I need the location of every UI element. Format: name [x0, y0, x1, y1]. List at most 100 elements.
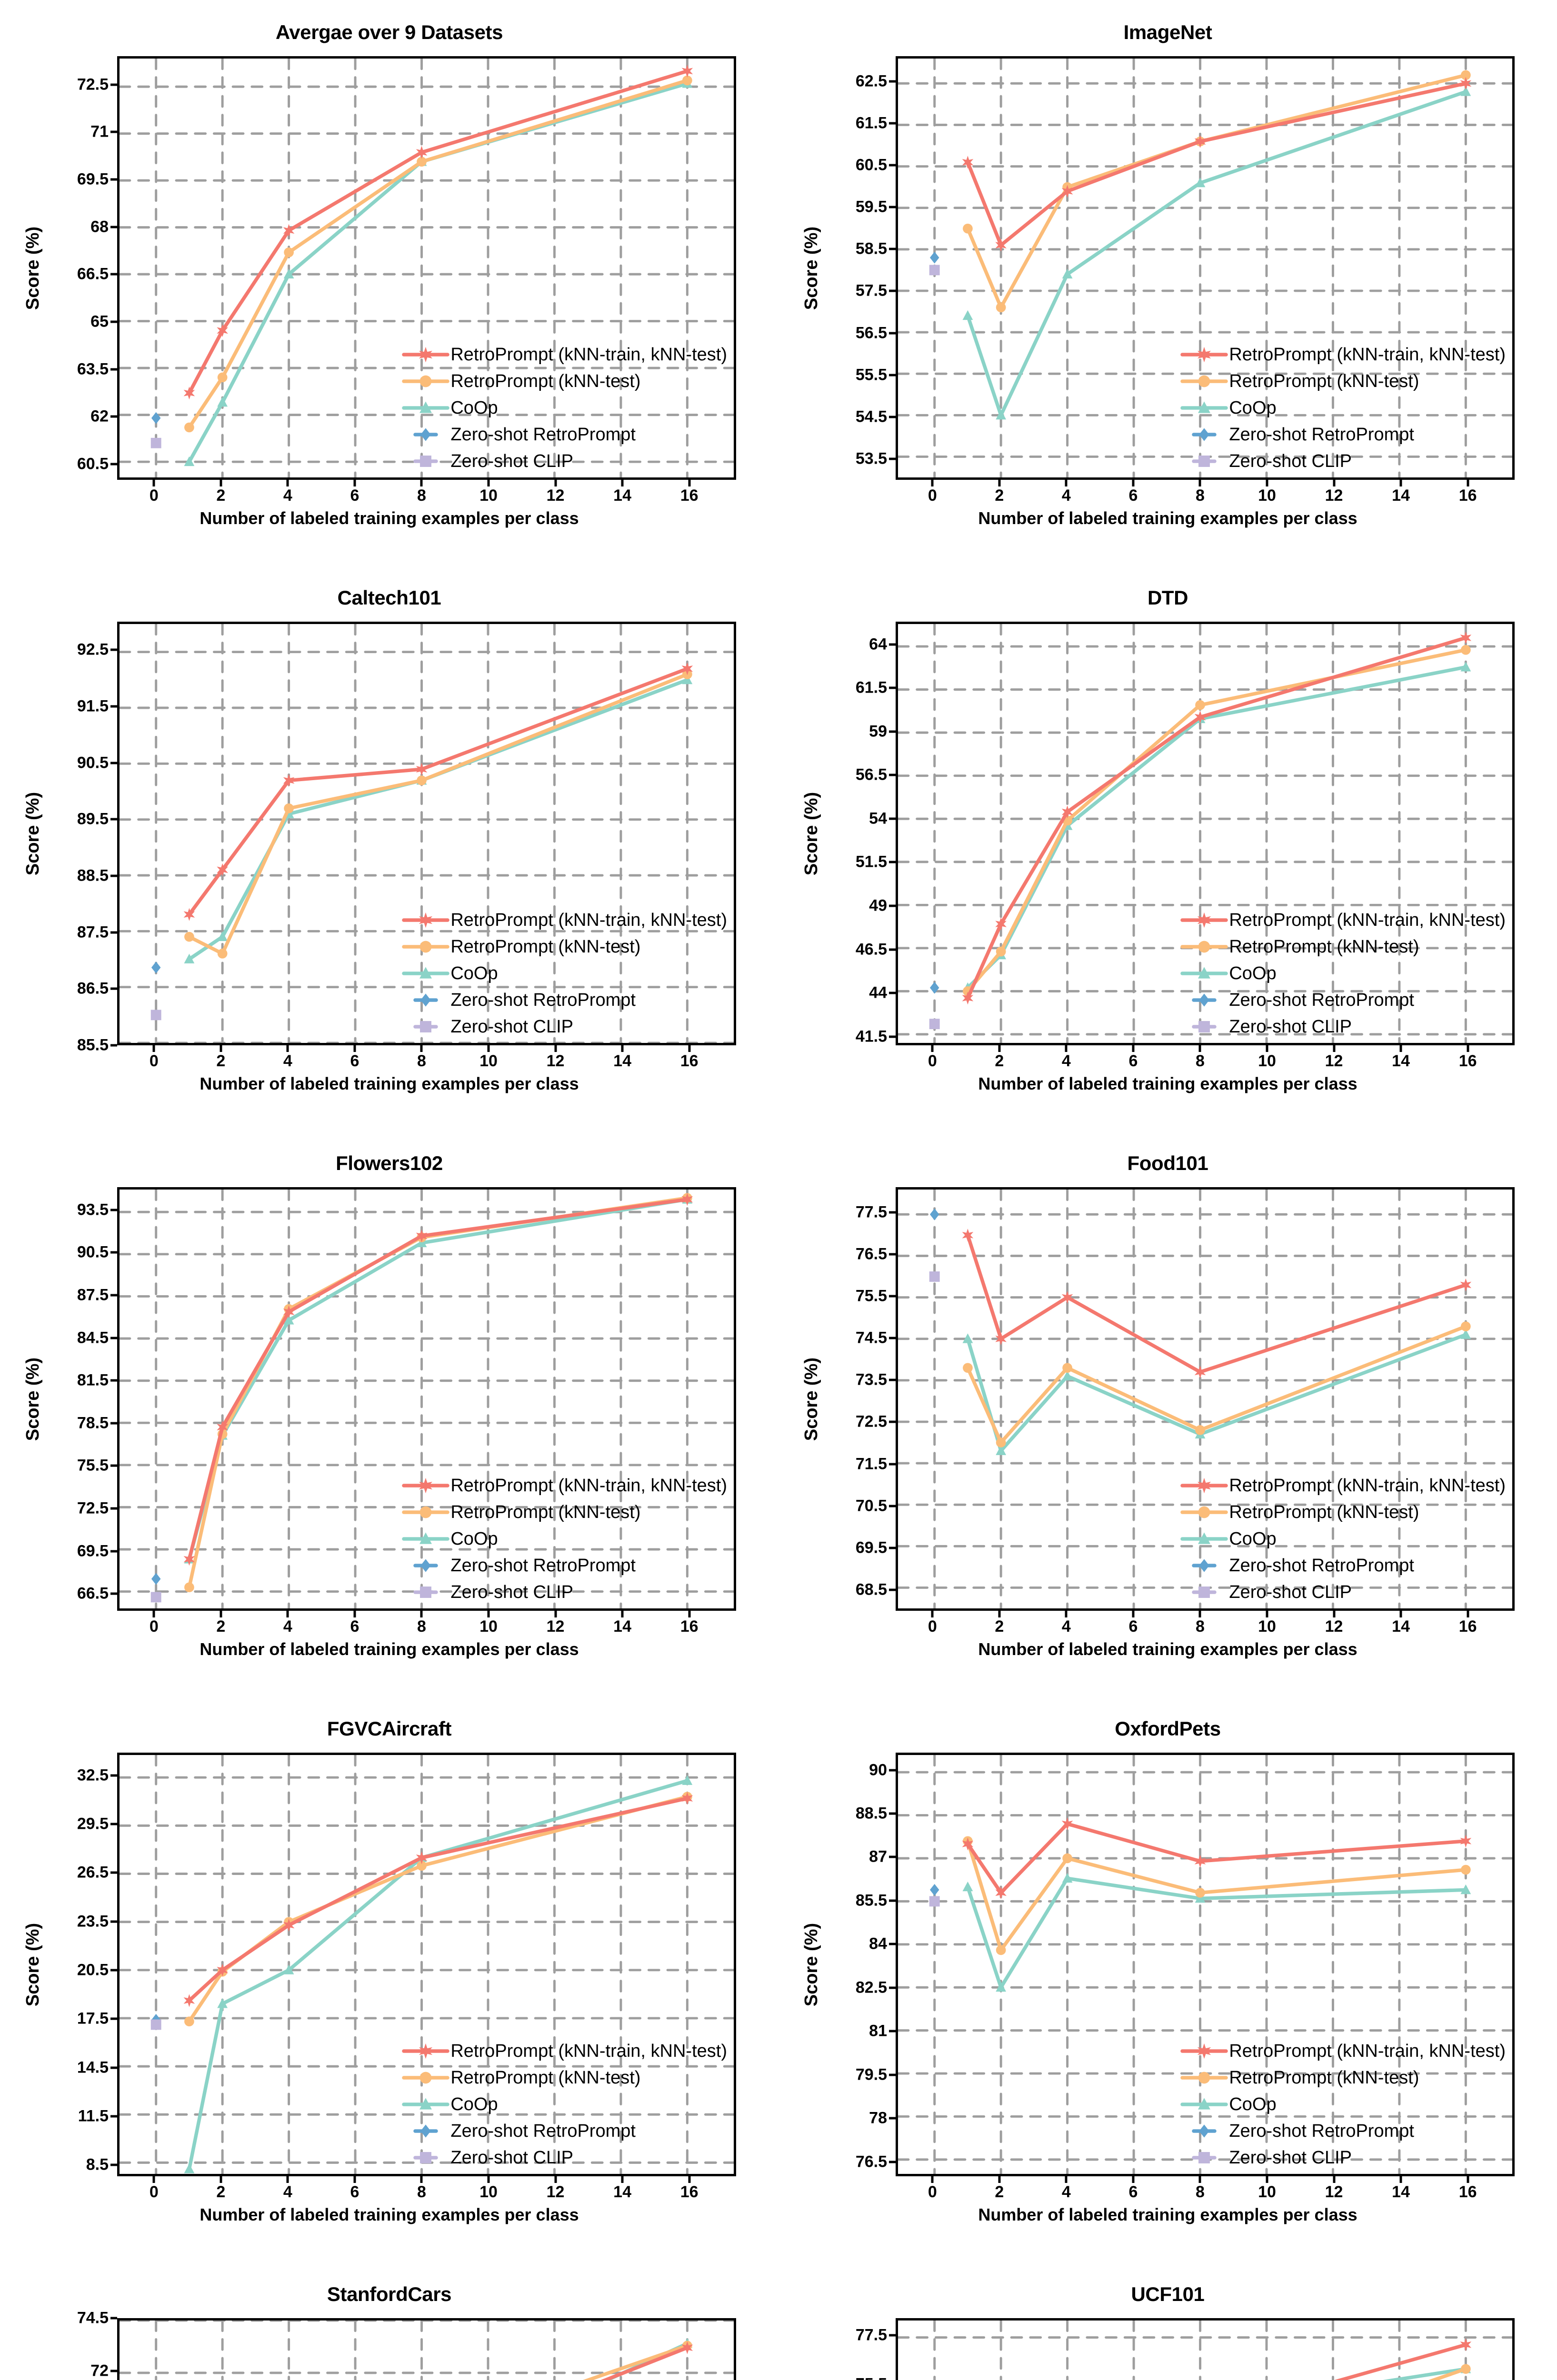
x-tick-label: 4 — [283, 2183, 292, 2201]
chart-svg — [120, 624, 734, 1043]
legend-item[interactable]: RetroPrompt (kNN-train, kNN-test) — [1179, 341, 1506, 368]
y-tick-label: 46.5 — [855, 940, 887, 959]
legend-item-label: Zero-shot RetroPrompt — [1229, 2121, 1414, 2141]
x-tick-mark — [1467, 1611, 1469, 1617]
y-tick-mark — [889, 248, 896, 250]
legend-item[interactable]: CoOp — [401, 1526, 727, 1552]
y-tick-label: 63.5 — [77, 360, 109, 378]
y-tick-label: 26.5 — [77, 1863, 109, 1882]
legend-item[interactable]: RetroPrompt (kNN-test) — [1179, 368, 1506, 395]
legend-item[interactable]: CoOp — [1179, 395, 1506, 421]
chart-svg — [898, 1755, 1512, 2174]
x-tick-mark — [1132, 480, 1135, 486]
chart-svg — [898, 1190, 1512, 1608]
legend-item[interactable]: RetroPrompt (kNN-train, kNN-test) — [1179, 2038, 1506, 2064]
legend-item[interactable]: RetroPrompt (kNN-train, kNN-test) — [401, 2038, 727, 2064]
legend-item[interactable]: Zero-shot RetroPrompt — [1179, 2118, 1506, 2144]
legend-item-label: RetroPrompt (kNN-test) — [1229, 371, 1419, 391]
legend-item[interactable]: CoOp — [1179, 2091, 1506, 2118]
legend-item[interactable]: Zero-shot RetroPrompt — [1179, 1552, 1506, 1579]
x-tick-label: 14 — [613, 1052, 631, 1070]
legend-item[interactable]: CoOp — [1179, 1526, 1506, 1552]
y-tick-label: 54.5 — [855, 407, 887, 426]
axes-frame: RetroPrompt (kNN-train, kNN-test) RetroPr… — [896, 1753, 1515, 2176]
y-tick-mark — [889, 1899, 896, 1902]
y-tick-mark — [110, 1550, 117, 1553]
x-axis-label: Number of labeled training examples per … — [978, 2205, 1357, 2224]
x-tick-mark — [1266, 1045, 1268, 1052]
plot-area: RetroPrompt (kNN-train, kNN-test) RetroPr… — [77, 1753, 736, 2201]
legend-item[interactable]: Zero-shot CLIP — [1179, 1579, 1506, 1606]
x-tick-mark — [1467, 480, 1469, 486]
legend-item[interactable]: Zero-shot CLIP — [1179, 448, 1506, 475]
legend-item[interactable]: Zero-shot RetroPrompt — [1179, 421, 1506, 448]
x-tick-label: 12 — [1325, 1052, 1343, 1070]
square-marker — [1179, 448, 1229, 475]
legend-item[interactable]: RetroPrompt (kNN-test) — [401, 1499, 727, 1526]
legend-item[interactable]: RetroPrompt (kNN-test) — [1179, 933, 1506, 960]
y-tick-label: 55.5 — [855, 366, 887, 384]
x-tick-mark — [688, 1611, 691, 1617]
x-tick-mark — [1132, 1045, 1135, 1052]
y-tick-label: 91.5 — [77, 697, 109, 715]
legend-item[interactable]: RetroPrompt (kNN-test) — [401, 933, 727, 960]
legend-item[interactable]: RetroPrompt (kNN-test) — [1179, 2064, 1506, 2091]
x-tick-mark — [1333, 480, 1336, 486]
legend-item[interactable]: Zero-shot CLIP — [1179, 2144, 1506, 2171]
y-tick-mark — [889, 1588, 896, 1591]
x-tick-mark — [621, 1611, 624, 1617]
legend-item[interactable]: RetroPrompt (kNN-train, kNN-test) — [401, 341, 727, 368]
legend-item[interactable]: Zero-shot RetroPrompt — [401, 987, 727, 1013]
x-tick-label: 16 — [1458, 1052, 1477, 1070]
y-tick-label: 75.5 — [855, 1287, 887, 1305]
panel-title: FGVCAircraft — [327, 1717, 452, 1740]
x-tick-mark — [998, 2176, 1001, 2183]
legend-item[interactable]: CoOp — [1179, 960, 1506, 987]
x-tick-mark — [621, 1045, 624, 1052]
legend-item[interactable]: Zero-shot CLIP — [401, 1579, 727, 1606]
legend-item[interactable]: Zero-shot CLIP — [401, 2144, 727, 2171]
circle-marker — [401, 1499, 450, 1526]
legend-item[interactable]: Zero-shot CLIP — [401, 448, 727, 475]
star-marker — [1179, 907, 1229, 933]
x-tick-mark — [554, 1045, 557, 1052]
y-tick-mark — [110, 648, 117, 651]
x-tick-label: 0 — [149, 1617, 159, 1636]
legend-item-label: Zero-shot CLIP — [1229, 1582, 1352, 1602]
legend-item[interactable]: RetroPrompt (kNN-train, kNN-test) — [1179, 907, 1506, 933]
x-tick-label: 6 — [1128, 1617, 1138, 1636]
y-tick-label: 14.5 — [77, 2058, 109, 2077]
legend-item-label: Zero-shot RetroPrompt — [450, 1556, 636, 1576]
legend-item[interactable]: CoOp — [401, 395, 727, 421]
legend-item[interactable]: RetroPrompt (kNN-train, kNN-test) — [401, 907, 727, 933]
y-tick-mark — [110, 762, 117, 764]
legend-item-label: Zero-shot RetroPrompt — [1229, 1556, 1414, 1576]
x-tick-label: 6 — [350, 486, 359, 505]
legend-item[interactable]: RetroPrompt (kNN-train, kNN-test) — [401, 1472, 727, 1499]
legend-item[interactable]: CoOp — [401, 2091, 727, 2118]
x-tick-label: 10 — [479, 486, 498, 505]
legend-item[interactable]: Zero-shot RetroPrompt — [1179, 987, 1506, 1013]
legend-item[interactable]: Zero-shot CLIP — [1179, 1013, 1506, 1040]
y-tick-mark — [110, 2066, 117, 2069]
legend-item[interactable]: RetroPrompt (kNN-test) — [401, 368, 727, 395]
legend-item[interactable]: Zero-shot RetroPrompt — [401, 2118, 727, 2144]
y-tick-mark — [110, 2317, 117, 2320]
legend-item[interactable]: RetroPrompt (kNN-test) — [401, 2064, 727, 2091]
y-axis-label: Score (%) — [19, 1753, 48, 2176]
x-tick-label: 2 — [995, 2183, 1004, 2201]
y-tick-mark — [110, 931, 117, 934]
y-tick-label: 66.5 — [77, 1584, 109, 1603]
star-marker — [401, 341, 450, 368]
legend-item[interactable]: Zero-shot RetroPrompt — [401, 421, 727, 448]
legend-item[interactable]: Zero-shot RetroPrompt — [401, 1552, 727, 1579]
legend-item[interactable]: RetroPrompt (kNN-test) — [1179, 1499, 1506, 1526]
y-tick-label: 75.5 — [856, 2375, 896, 2380]
y-tick-mark — [110, 705, 117, 708]
legend-item[interactable]: Zero-shot CLIP — [401, 1013, 727, 1040]
x-tick-mark — [152, 1611, 155, 1617]
axes-frame: RetroPrompt (kNN-train, kNN-test) RetroPr… — [117, 1187, 736, 1611]
legend-item-label: RetroPrompt (kNN-test) — [450, 371, 641, 391]
legend-item[interactable]: CoOp — [401, 960, 727, 987]
legend-item[interactable]: RetroPrompt (kNN-train, kNN-test) — [1179, 1472, 1506, 1499]
